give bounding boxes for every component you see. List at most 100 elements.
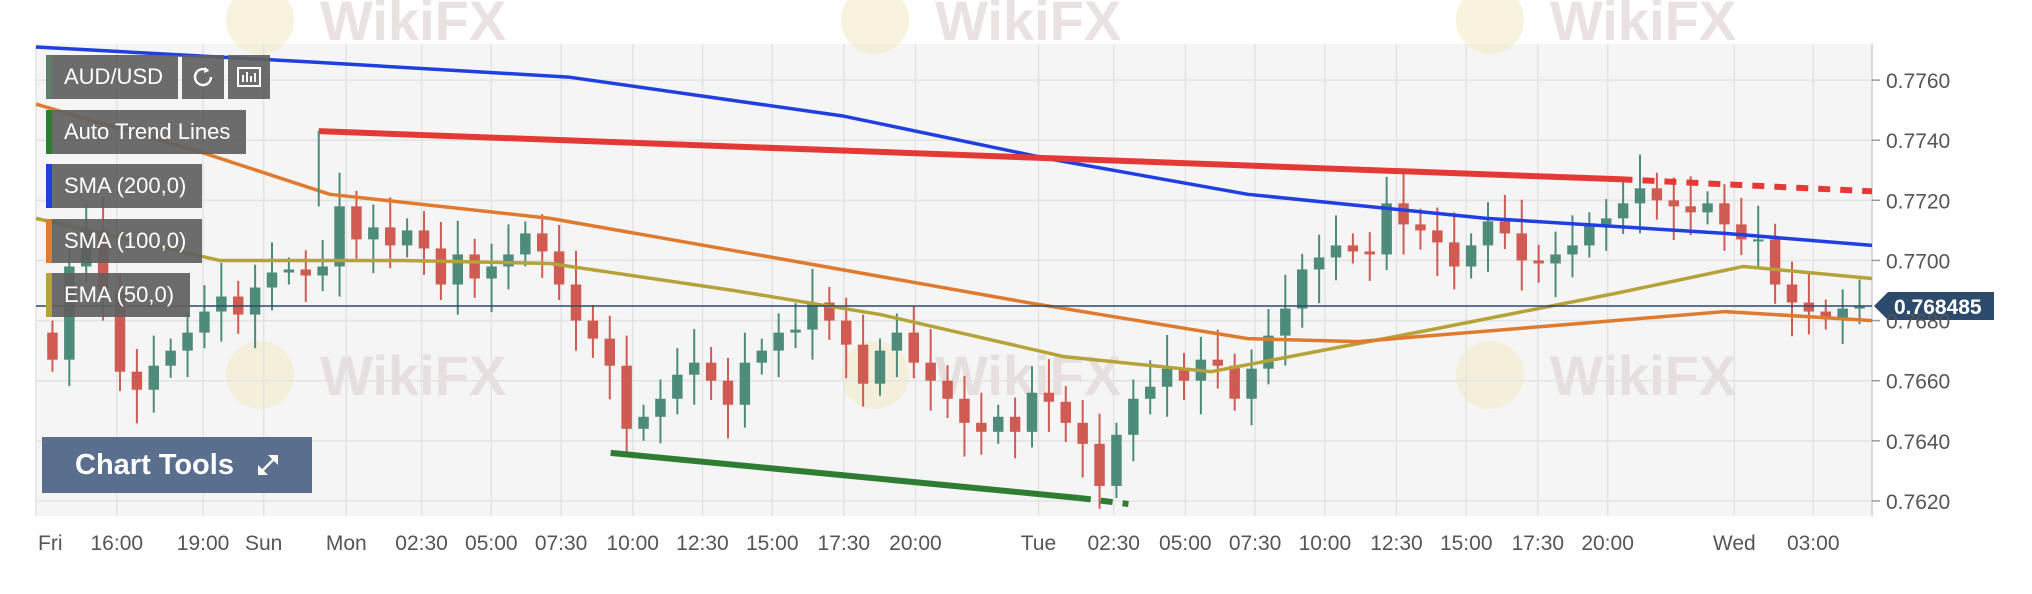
candle-body	[992, 416, 1004, 432]
indicator-color-bar	[46, 273, 52, 317]
candle-body	[520, 233, 531, 255]
candle-body	[401, 230, 413, 246]
candle-body	[300, 269, 312, 276]
candle-body	[1465, 245, 1477, 267]
candle-body	[1617, 203, 1629, 219]
candle-body	[1600, 218, 1612, 225]
candle-body	[1769, 239, 1781, 285]
candle-body	[1702, 203, 1713, 213]
candle-body	[604, 338, 616, 366]
x-tick-label: Sun	[245, 532, 282, 555]
candle-body	[1144, 386, 1156, 399]
candle-body	[1634, 188, 1646, 204]
chart-type-button[interactable]	[228, 55, 270, 99]
candle-body	[1685, 206, 1696, 213]
watermark-text: WikiFX	[320, 344, 506, 407]
candle-body	[1567, 245, 1578, 255]
x-tick-label: 03:00	[1787, 532, 1840, 555]
symbol-color-bar	[46, 55, 52, 99]
candle-body	[266, 272, 278, 288]
candle-body	[1043, 392, 1055, 402]
candle-body	[925, 362, 936, 381]
x-tick-label: 15:00	[746, 532, 799, 555]
current-price-tag	[1874, 292, 1994, 321]
candle-body	[1313, 257, 1325, 270]
chart-tools-button[interactable]: Chart Tools	[42, 437, 312, 493]
candle-body	[1550, 254, 1561, 264]
candle-body	[1077, 422, 1088, 444]
candle-body	[148, 365, 160, 390]
candle-body	[1347, 245, 1359, 252]
x-tick-label: 10:00	[1299, 532, 1352, 555]
x-tick-label: 16:00	[91, 532, 144, 555]
candle-body	[452, 254, 464, 285]
indicator-label: EMA (50,0)	[64, 282, 175, 307]
indicator-label: SMA (100,0)	[64, 228, 187, 253]
candle-body	[1212, 359, 1224, 366]
indicator-sma-100[interactable]: SMA (100,0)	[46, 219, 203, 263]
candle-body	[283, 269, 295, 273]
symbol-label: AUD/USD	[64, 64, 164, 89]
x-axis: Fri 16:00 19:00 Sun Mon 02:30 05:00 07:30 10:00 1…	[38, 532, 1840, 555]
candle-body	[216, 296, 227, 312]
candle-body	[1533, 260, 1544, 264]
y-tick-label: 0.7720	[1886, 190, 1950, 213]
symbol-button[interactable]: AUD/USD	[46, 55, 178, 99]
candle-body	[1448, 242, 1460, 267]
candle-body	[165, 350, 176, 366]
candle-body	[1280, 308, 1291, 336]
watermark-logo	[226, 0, 294, 54]
candle-body	[536, 233, 548, 252]
indicator-label: SMA (200,0)	[64, 173, 187, 198]
watermark-text: WikiFX	[1550, 0, 1736, 52]
x-tick-label: 17:30	[818, 532, 871, 555]
candle-body	[773, 332, 784, 351]
candle-body	[1128, 398, 1139, 435]
watermark-text: WikiFX	[935, 0, 1121, 52]
candle-body	[1668, 200, 1680, 207]
candle-body	[469, 254, 480, 279]
x-tick-label: 05:00	[465, 532, 518, 555]
x-tick-label: Tue	[1021, 532, 1056, 555]
candle-body	[1415, 224, 1426, 231]
x-tick-label: 02:30	[395, 532, 448, 555]
x-tick-label: 17:30	[1512, 532, 1565, 555]
sma-100-line	[35, 102, 1873, 344]
indicator-ema-50[interactable]: EMA (50,0)	[46, 273, 191, 317]
candle-body	[334, 206, 345, 267]
y-axis: 0.7620 0.7640 0.7660 0.7680 0.7700 0.7720 0.77…	[1872, 70, 1950, 514]
candle-body	[418, 230, 430, 249]
x-tick-label: Mon	[326, 532, 367, 555]
y-tick-label: 0.7640	[1886, 431, 1950, 454]
candle-body	[368, 227, 379, 240]
refresh-button[interactable]	[182, 55, 224, 99]
candle-body	[891, 332, 903, 351]
candle-body	[1786, 284, 1798, 303]
y-tick-label: 0.7760	[1886, 70, 1950, 93]
candle-body	[199, 311, 210, 333]
indicator-auto-trend-lines[interactable]: Auto Trend Lines	[46, 110, 247, 154]
candle-body	[1178, 368, 1190, 381]
support-trend-extension	[1078, 494, 1129, 507]
candlestick-series	[47, 154, 1865, 509]
candle-body	[807, 302, 818, 330]
watermark-logo	[226, 341, 294, 409]
candle-body	[1432, 230, 1443, 243]
indicator-sma-200[interactable]: SMA (200,0)	[46, 164, 203, 208]
candle-body	[131, 371, 143, 390]
candle-body	[1736, 224, 1747, 240]
candle-body	[351, 206, 362, 240]
candle-body	[824, 302, 835, 321]
x-tick-label: 20:00	[889, 532, 942, 555]
candle-body	[1263, 335, 1274, 369]
candle-body	[553, 251, 565, 285]
candle-body	[874, 350, 886, 384]
candle-body	[1026, 392, 1038, 432]
candle-body	[638, 416, 649, 429]
trend-lines	[317, 128, 1873, 507]
x-tick-label: Fri	[38, 532, 63, 555]
current-price-label: 0.768485	[1894, 296, 1982, 319]
x-tick-label: 12:30	[676, 532, 729, 555]
